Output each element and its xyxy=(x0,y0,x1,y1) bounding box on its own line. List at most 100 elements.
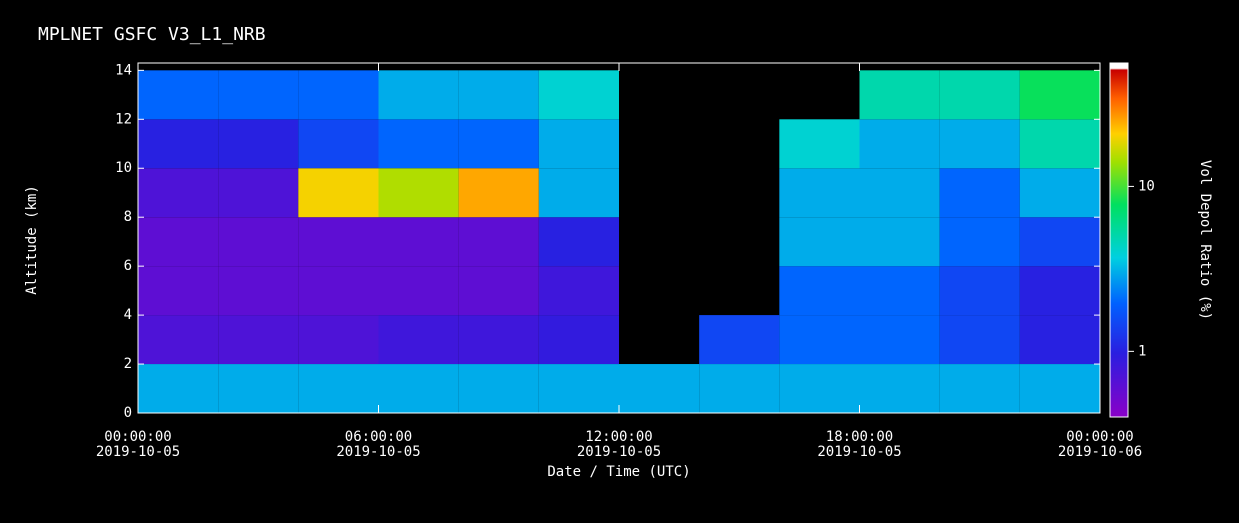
heatmap-cell xyxy=(939,70,1020,120)
heatmap-cell xyxy=(1019,217,1100,267)
y-tick-label: 8 xyxy=(124,209,132,225)
x-tick-label: 06:00:00 xyxy=(345,429,412,445)
heatmap-cell xyxy=(1019,168,1100,218)
heatmap-cell xyxy=(538,364,619,413)
x-tick-date: 2019-10-05 xyxy=(817,444,901,460)
heatmap-cell xyxy=(458,266,539,316)
heatmap-cell xyxy=(859,168,940,218)
colorbar xyxy=(1109,62,1129,418)
heatmap-cell xyxy=(538,119,619,169)
x-axis-label: Date / Time (UTC) xyxy=(547,464,690,480)
heatmap-cell xyxy=(378,70,459,120)
colorbar-label: Vol Depol Ratio (%) xyxy=(1197,160,1213,320)
heatmap-cell xyxy=(298,315,379,365)
x-tick-date: 2019-10-05 xyxy=(336,444,420,460)
heatmap-cell xyxy=(138,119,219,169)
heatmap-cell xyxy=(779,119,860,169)
heatmap-cell xyxy=(218,168,299,218)
heatmap-cell xyxy=(378,119,459,169)
heatmap-cell xyxy=(1019,315,1100,365)
heatmap-cell xyxy=(218,364,299,413)
heatmap-cell xyxy=(458,70,539,120)
heatmap-cell xyxy=(298,266,379,316)
heatmap-cell xyxy=(298,70,379,120)
heatmap-cell xyxy=(699,364,780,413)
heatmap-cell xyxy=(859,364,940,413)
heatmap-cell xyxy=(378,266,459,316)
heatmap-cell xyxy=(939,266,1020,316)
heatmap-cell xyxy=(1019,70,1100,120)
heatmap-cell xyxy=(458,315,539,365)
y-tick-label: 12 xyxy=(115,111,132,127)
heatmap-cell xyxy=(218,70,299,120)
heatmap-cell xyxy=(458,119,539,169)
heatmap-cell xyxy=(779,266,860,316)
heatmap-cell xyxy=(939,364,1020,413)
heatmap-cell xyxy=(378,217,459,267)
y-tick-label: 0 xyxy=(124,405,132,421)
y-tick-label: 6 xyxy=(124,258,132,274)
heatmap-cell xyxy=(1019,266,1100,316)
heatmap-cell xyxy=(538,168,619,218)
heatmap-cell xyxy=(859,119,940,169)
heatmap-cell xyxy=(939,168,1020,218)
x-tick-label: 18:00:00 xyxy=(826,429,893,445)
heatmap-cell xyxy=(218,266,299,316)
heatmap-cell xyxy=(779,315,860,365)
x-tick-label: 00:00:00 xyxy=(104,429,171,445)
heatmap-cell xyxy=(939,217,1020,267)
colorbar-tick-label: 1 xyxy=(1138,343,1146,359)
heatmap-cell xyxy=(298,119,379,169)
x-tick-date: 2019-10-06 xyxy=(1058,444,1142,460)
heatmap-cell xyxy=(378,168,459,218)
heatmap-cell xyxy=(538,266,619,316)
heatmap-cell xyxy=(378,364,459,413)
heatmap-cell xyxy=(458,168,539,218)
heatmap-cell xyxy=(138,168,219,218)
heatmap-cell xyxy=(138,217,219,267)
heatmap xyxy=(138,70,1100,413)
heatmap-cell xyxy=(859,217,940,267)
heatmap-cell xyxy=(779,364,860,413)
heatmap-cell xyxy=(1019,119,1100,169)
heatmap-cell xyxy=(458,217,539,267)
x-tick-date: 2019-10-05 xyxy=(96,444,180,460)
y-tick-label: 2 xyxy=(124,356,132,372)
y-tick-label: 10 xyxy=(115,160,132,176)
heatmap-cell xyxy=(298,364,379,413)
heatmap-cell xyxy=(779,168,860,218)
heatmap-cell xyxy=(298,217,379,267)
heatmap-cell xyxy=(939,315,1020,365)
x-tick-label: 12:00:00 xyxy=(585,429,652,445)
x-tick-date: 2019-10-05 xyxy=(577,444,661,460)
heatmap-cell xyxy=(138,315,219,365)
y-axis-label: Altitude (km) xyxy=(24,185,40,295)
heatmap-cell xyxy=(1019,364,1100,413)
heatmap-cell xyxy=(859,266,940,316)
colorbar-tick-label: 10 xyxy=(1138,178,1155,194)
heatmap-cell xyxy=(779,217,860,267)
heatmap-cell xyxy=(138,364,219,413)
heatmap-cell xyxy=(138,266,219,316)
x-tick-label: 00:00:00 xyxy=(1066,429,1133,445)
heatmap-cell xyxy=(538,315,619,365)
heatmap-cell xyxy=(939,119,1020,169)
heatmap-cell xyxy=(458,364,539,413)
heatmap-cell xyxy=(218,119,299,169)
heatmap-cell xyxy=(538,70,619,120)
heatmap-cell xyxy=(699,315,780,365)
y-tick-label: 4 xyxy=(124,307,132,323)
heatmap-cell xyxy=(218,315,299,365)
heatmap-cell xyxy=(859,315,940,365)
chart-title: MPLNET GSFC V3_L1_NRB xyxy=(38,24,266,45)
heatmap-cell xyxy=(138,70,219,120)
heatmap-cell xyxy=(218,217,299,267)
heatmap-cell xyxy=(859,70,940,120)
heatmap-cell xyxy=(619,364,700,413)
heatmap-cell xyxy=(378,315,459,365)
y-tick-label: 14 xyxy=(115,62,132,78)
heatmap-cell xyxy=(538,217,619,267)
heatmap-cell xyxy=(298,168,379,218)
